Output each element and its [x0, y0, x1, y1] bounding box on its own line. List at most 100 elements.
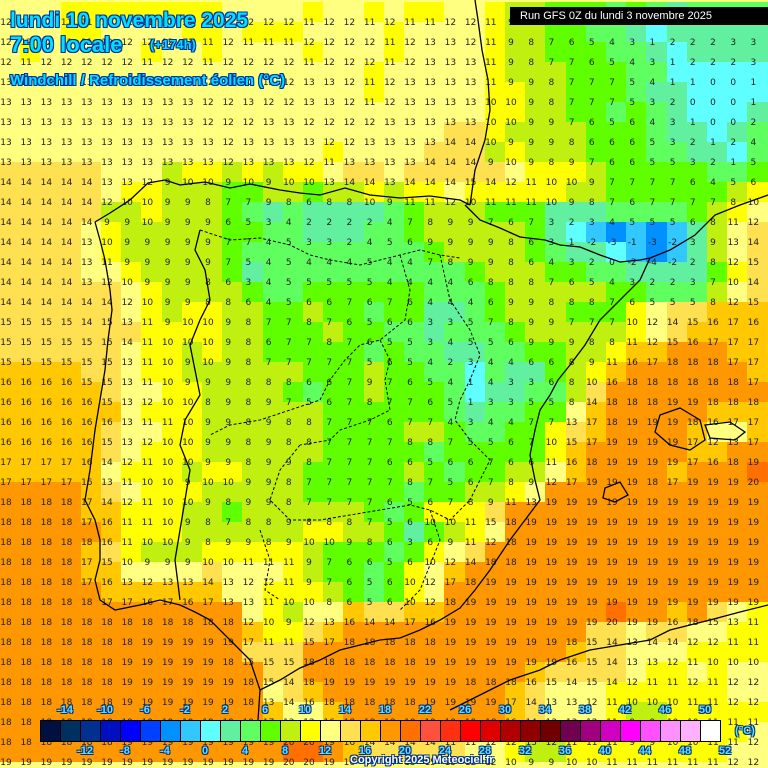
- grid-cell: [505, 402, 526, 422]
- legend-swatch: [61, 721, 81, 741]
- grid-cell: [606, 342, 627, 362]
- grid-cell: [727, 82, 748, 102]
- grid-cell: [464, 82, 485, 102]
- grid-cell: [0, 402, 21, 422]
- grid-cell: [444, 122, 465, 142]
- grid-cell: [60, 382, 81, 402]
- grid-cell: [727, 222, 748, 242]
- grid-cell: [40, 162, 61, 182]
- grid-cell: [141, 302, 162, 322]
- grid-cell: [323, 182, 344, 202]
- grid-cell: [181, 282, 202, 302]
- grid-cell: [343, 362, 364, 382]
- grid-cell: [363, 262, 384, 282]
- grid-cell: [444, 2, 465, 22]
- grid-cell: [0, 182, 21, 202]
- grid-cell: [141, 382, 162, 402]
- grid-cell: [242, 202, 263, 222]
- grid-cell: [646, 182, 667, 202]
- grid-cell: [202, 62, 223, 82]
- grid-cell: [202, 342, 223, 362]
- grid-cell: [505, 302, 526, 322]
- grid-cell: [80, 262, 101, 282]
- grid-cell: [303, 182, 324, 202]
- grid-cell: [0, 142, 21, 162]
- legend-top-label: 2: [221, 704, 229, 716]
- forecast-date: lundi 10 novembre 2025: [10, 9, 249, 32]
- legend-swatch: [521, 721, 541, 741]
- grid-cell: [444, 162, 465, 182]
- grid-cell: [121, 162, 142, 182]
- grid-cell: [464, 122, 485, 142]
- grid-cell: [323, 162, 344, 182]
- grid-cell: [343, 102, 364, 122]
- grid-cell: [646, 202, 667, 222]
- grid-cell: [0, 162, 21, 182]
- legend-swatch: [41, 721, 61, 741]
- grid-cell: [444, 242, 465, 262]
- grid-cell: [101, 142, 122, 162]
- legend-swatch: [601, 721, 621, 741]
- grid-cell: [40, 302, 61, 322]
- grid-cell: [40, 422, 61, 442]
- grid-cell: [282, 22, 303, 42]
- grid-cell: [484, 362, 505, 382]
- legend-top-label: 14: [338, 704, 352, 716]
- grid-cell: [262, 282, 283, 302]
- grid-cell: [525, 362, 546, 382]
- grid-cell: [383, 42, 404, 62]
- grid-cell: [323, 202, 344, 222]
- grid-cell: [282, 42, 303, 62]
- grid-cell: [383, 262, 404, 282]
- grid-cell: [80, 322, 101, 342]
- grid-cell: [666, 142, 687, 162]
- grid-cell: [0, 342, 21, 362]
- grid-cell: [262, 262, 283, 282]
- grid-cell: [444, 222, 465, 242]
- grid-cell: [545, 162, 566, 182]
- grid-cell: [141, 62, 162, 82]
- grid-cell: [101, 62, 122, 82]
- grid-cell: [484, 22, 505, 42]
- grid-cell: [181, 62, 202, 82]
- grid-cell: [262, 342, 283, 362]
- grid-cell: [363, 122, 384, 142]
- grid-cell: [141, 282, 162, 302]
- grid-cell: [646, 142, 667, 162]
- grid-cell: [323, 122, 344, 142]
- grid-cell: [686, 182, 707, 202]
- grid-cell: [505, 342, 526, 362]
- grid-cell: [646, 402, 667, 422]
- grid-cell: [303, 302, 324, 322]
- grid-cell: [121, 202, 142, 222]
- grid-cell: [727, 382, 748, 402]
- grid-cell: [242, 42, 263, 62]
- grid-cell: [606, 82, 627, 102]
- grid-cell: [20, 182, 41, 202]
- legend-top-label: -2: [180, 704, 190, 716]
- grid-cell: [585, 82, 606, 102]
- grid-cell: [141, 22, 162, 42]
- grid-cell: [181, 82, 202, 102]
- grid-cell: [363, 302, 384, 322]
- grid-cell: [444, 322, 465, 342]
- forecast-lead-time: (+174h): [150, 37, 196, 52]
- grid-cell: [646, 382, 667, 402]
- grid-cell: [222, 102, 243, 122]
- grid-cell: [202, 142, 223, 162]
- grid-cell: [242, 122, 263, 142]
- grid-cell: [0, 322, 21, 342]
- grid-cell: [404, 82, 425, 102]
- grid-cell: [444, 282, 465, 302]
- grid-cell: [606, 362, 627, 382]
- grid-cell: [303, 382, 324, 402]
- legend-top-label: 10: [298, 704, 312, 716]
- grid-cell: [202, 262, 223, 282]
- grid-cell: [383, 382, 404, 402]
- legend-swatch: [341, 721, 361, 741]
- grid-cell: [747, 382, 768, 402]
- grid-cell: [202, 182, 223, 202]
- grid-cell: [383, 242, 404, 262]
- grid-cell: [747, 282, 768, 302]
